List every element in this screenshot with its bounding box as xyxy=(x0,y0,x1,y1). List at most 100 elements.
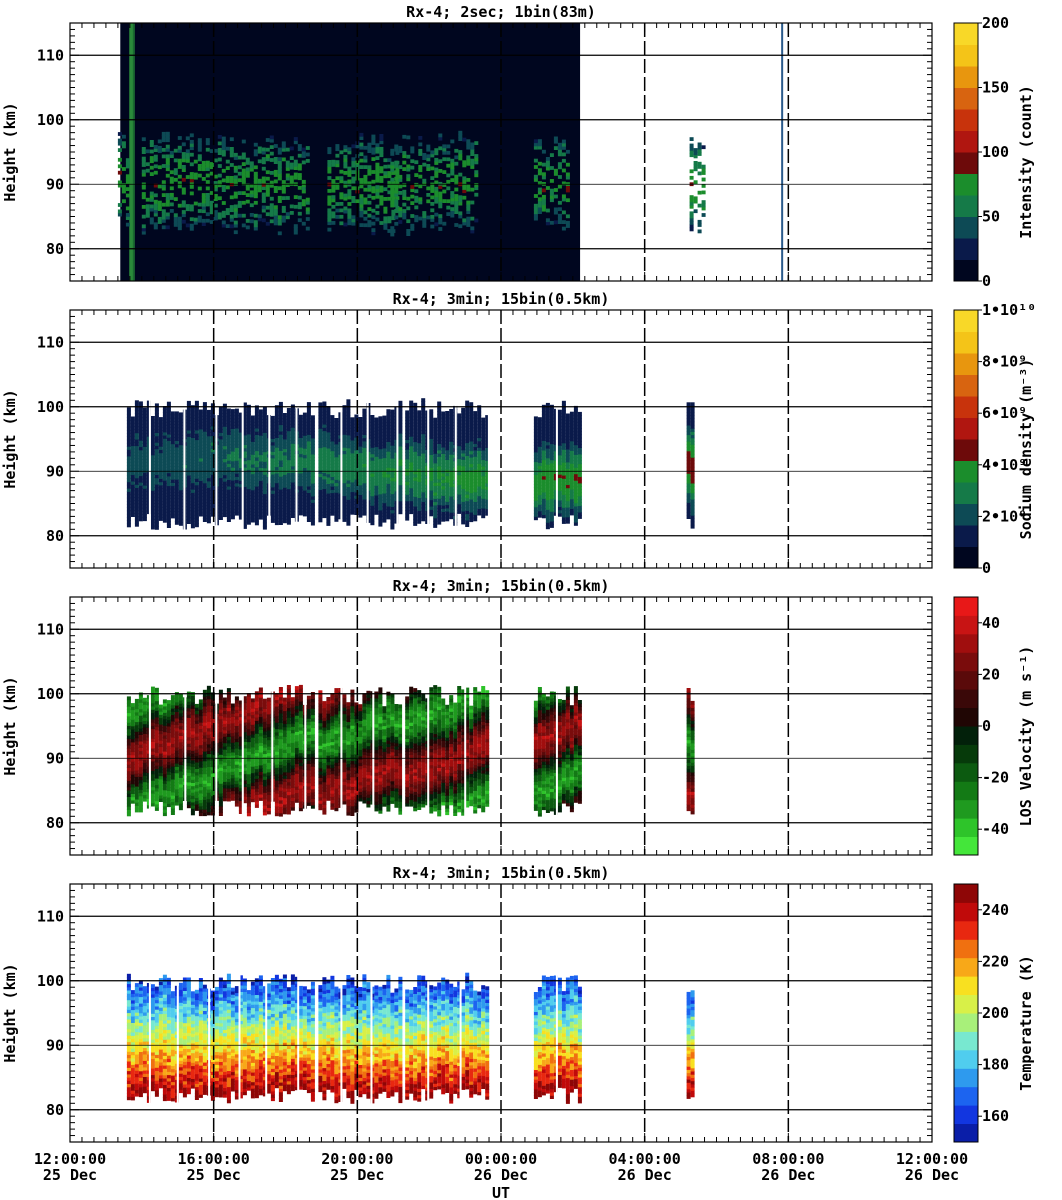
heatmap-cell xyxy=(234,460,239,464)
heatmap-cell xyxy=(194,446,199,450)
heatmap-cell xyxy=(371,195,376,200)
heatmap-cell xyxy=(450,168,455,173)
heatmap-cell xyxy=(306,518,311,522)
heatmap-cell xyxy=(206,471,211,475)
heatmap-cell xyxy=(162,422,167,426)
heatmap-cell xyxy=(689,146,694,151)
heatmap-cell xyxy=(466,139,471,144)
heatmap-cell xyxy=(130,448,135,453)
heatmap-cell xyxy=(154,413,159,417)
heatmap-cell xyxy=(286,508,291,512)
heatmap-cell xyxy=(126,488,131,492)
heatmap-cell xyxy=(170,472,175,477)
heatmap-cell xyxy=(194,478,199,482)
heatmap-cell xyxy=(198,467,203,472)
heatmap-cell xyxy=(533,451,538,456)
heatmap-cell xyxy=(334,424,339,429)
heatmap-cell xyxy=(174,479,179,483)
heatmap-cell xyxy=(306,421,311,426)
heatmap-cell xyxy=(166,504,171,509)
heatmap-cell xyxy=(293,227,298,232)
heatmap-cell xyxy=(218,451,223,456)
heatmap-cell xyxy=(537,443,542,447)
heatmap-cell xyxy=(347,221,352,226)
heatmap-cell xyxy=(262,461,267,466)
heatmap-cell xyxy=(470,229,475,234)
heatmap-cell xyxy=(298,418,303,422)
heatmap-cell xyxy=(234,418,239,423)
heatmap-cell xyxy=(154,519,159,524)
heatmap-cell xyxy=(186,484,191,489)
y-tick-label: 110 xyxy=(37,46,64,64)
heatmap-cell xyxy=(297,186,302,190)
heatmap-cell xyxy=(689,201,694,206)
heatmap-cell xyxy=(198,444,203,449)
heatmap-cell xyxy=(202,450,207,455)
heatmap-cell xyxy=(246,501,251,506)
heatmap-cell xyxy=(326,454,331,459)
heatmap-cell xyxy=(222,477,227,482)
heatmap-cell xyxy=(334,418,339,422)
heatmap-cell xyxy=(254,482,259,487)
heatmap-cell xyxy=(278,453,283,458)
heatmap-cell xyxy=(150,422,155,427)
heatmap-cell xyxy=(206,484,211,488)
heatmap-cell xyxy=(351,221,356,226)
heatmap-cell xyxy=(154,432,159,437)
heatmap-cell xyxy=(241,162,246,166)
heatmap-cell xyxy=(438,201,443,206)
heatmap-cell xyxy=(161,135,166,139)
heatmap-cell xyxy=(150,474,155,478)
heatmap-cell xyxy=(254,498,259,503)
heatmap-cell xyxy=(190,421,195,426)
heatmap-cell xyxy=(238,448,243,452)
heatmap-cell xyxy=(398,149,403,153)
heatmap-cell xyxy=(458,224,463,229)
heatmap-cell xyxy=(310,499,315,503)
heatmap-cell xyxy=(198,451,203,456)
heatmap-cell xyxy=(238,435,243,439)
heatmap-cell xyxy=(126,442,131,447)
heatmap-cell xyxy=(273,205,278,210)
heatmap-cell xyxy=(290,485,295,489)
heatmap-cell xyxy=(218,425,223,430)
heatmap-cell xyxy=(150,499,155,504)
heatmap-cell xyxy=(242,479,247,484)
heatmap-cell xyxy=(190,450,195,455)
heatmap-cell xyxy=(134,516,139,521)
heatmap-cell xyxy=(210,464,215,469)
heatmap-cell xyxy=(429,441,434,446)
heatmap-cell xyxy=(405,429,410,434)
heatmap-cell xyxy=(375,185,380,189)
heatmap-cell xyxy=(161,138,166,143)
heatmap-cell xyxy=(150,487,155,491)
heatmap-cell xyxy=(277,215,282,220)
heatmap-cell xyxy=(398,400,403,405)
heatmap-cell xyxy=(233,181,238,186)
heatmap-cell xyxy=(445,414,450,419)
heatmap-cell xyxy=(430,208,435,213)
heatmap-cell xyxy=(290,462,295,467)
heatmap-cell xyxy=(222,487,227,492)
heatmap-cell xyxy=(262,471,267,475)
heatmap-cell xyxy=(278,421,283,426)
heatmap-cell xyxy=(262,519,267,524)
heatmap-cell xyxy=(290,498,295,502)
heatmap-cell xyxy=(242,444,247,449)
heatmap-cell xyxy=(166,472,171,477)
heatmap-cell xyxy=(149,159,154,164)
heatmap-cell xyxy=(430,214,435,219)
heatmap-cell xyxy=(202,469,207,474)
heatmap-cell xyxy=(142,433,147,438)
heatmap-cell xyxy=(174,453,179,458)
heatmap-cell xyxy=(398,174,403,179)
heatmap-cell xyxy=(390,226,395,230)
heatmap-cell xyxy=(226,418,231,422)
heatmap-cell xyxy=(481,420,486,425)
heatmap-cell xyxy=(351,170,356,174)
heatmap-cell xyxy=(278,518,283,522)
heatmap-cell xyxy=(282,422,287,427)
heatmap-cell xyxy=(306,492,311,497)
heatmap-cell xyxy=(466,203,471,208)
heatmap-cell xyxy=(422,220,427,225)
